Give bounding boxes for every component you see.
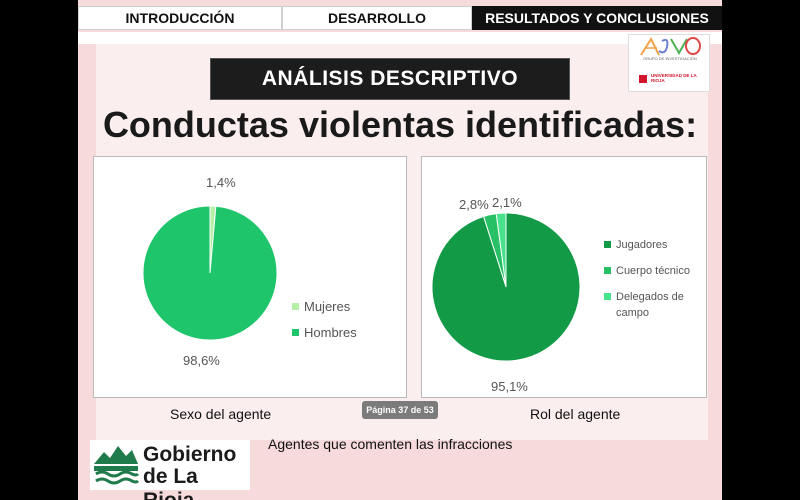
tab-introduccion[interactable]: INTRODUCCIÓN — [78, 6, 282, 30]
data-label-hombres: 98,6% — [183, 353, 220, 368]
research-group-logo-mark-icon — [640, 36, 701, 56]
legend-swatch — [292, 303, 299, 310]
legend-item: Delegados de campo — [604, 289, 696, 321]
research-group-label: GRUPO DE INVESTIGACIÓN — [643, 56, 697, 61]
data-label-jugadores: 95,1% — [491, 379, 528, 394]
footer-gobierno-text: Gobierno — [143, 443, 237, 466]
legend-swatch — [604, 267, 611, 274]
slide: INTRODUCCIÓN DESARROLLO RESULTADOS Y CON… — [78, 0, 722, 500]
legend-swatch — [292, 329, 299, 336]
gobierno-la-rioja-logo: Gobierno de La Rioja — [90, 440, 250, 500]
tab-resultados-conclusiones[interactable]: RESULTADOS Y CONCLUSIONES — [472, 6, 722, 30]
page-title: Conductas violentas identificadas: — [102, 104, 698, 145]
legend-item: Mujeres — [292, 299, 357, 315]
pie-sexo-slice-1 — [142, 205, 278, 341]
chart-panel-rol: 2,8% 2,1% 95,1% Jugadores Cuerpo técnico… — [421, 156, 707, 398]
legend-swatch — [604, 241, 611, 248]
chart-panel-sexo: 1,4% 98,6% Mujeres Hombres — [93, 156, 407, 398]
legend-label-hombres: Hombres — [304, 325, 357, 340]
caption-rol-agente: Rol del agente — [530, 406, 621, 422]
pie-rol-slice-2 — [431, 212, 581, 362]
data-label-delegados: 2,1% — [492, 195, 522, 210]
footer-la-rioja-text: de La Rioja — [143, 465, 198, 500]
page-indicator: Página 37 de 53 — [362, 401, 438, 419]
university-emblem-icon — [639, 75, 647, 83]
legend-label-jugadores: Jugadores — [616, 239, 668, 251]
legend-item: Hombres — [292, 325, 357, 341]
section-banner: ANÁLISIS DESCRIPTIVO — [210, 58, 570, 100]
legend-swatch — [604, 293, 611, 300]
pie-chart-rol — [431, 212, 581, 362]
legend-label-cuerpo-tecnico: Cuerpo técnico — [616, 265, 690, 277]
legend-item: Cuerpo técnico — [604, 263, 696, 279]
pie-chart-sexo — [142, 205, 278, 341]
legend-item: Jugadores — [604, 237, 696, 253]
research-group-logo: GRUPO DE INVESTIGACIÓN UNIVERSIDAD DE LA… — [628, 34, 710, 92]
legend-label-mujeres: Mujeres — [304, 299, 351, 314]
tab-desarrollo[interactable]: DESARROLLO — [282, 6, 472, 30]
la-rioja-emblem-icon — [94, 446, 140, 485]
legend-sexo: Mujeres Hombres — [292, 299, 357, 351]
data-label-cuerpo-tecnico: 2,8% — [459, 197, 489, 212]
caption-sexo-agente: Sexo del agente — [170, 406, 272, 422]
data-label-mujeres: 1,4% — [206, 175, 236, 190]
caption-agentes: Agentes que comenten las infracciones — [268, 436, 513, 452]
legend-rol: Jugadores Cuerpo técnico Delegados de ca… — [604, 237, 696, 331]
header-strip — [78, 32, 722, 44]
university-label: UNIVERSIDAD DE LA RIOJA — [651, 73, 697, 83]
legend-label-delegados: Delegados de campo — [616, 291, 684, 319]
